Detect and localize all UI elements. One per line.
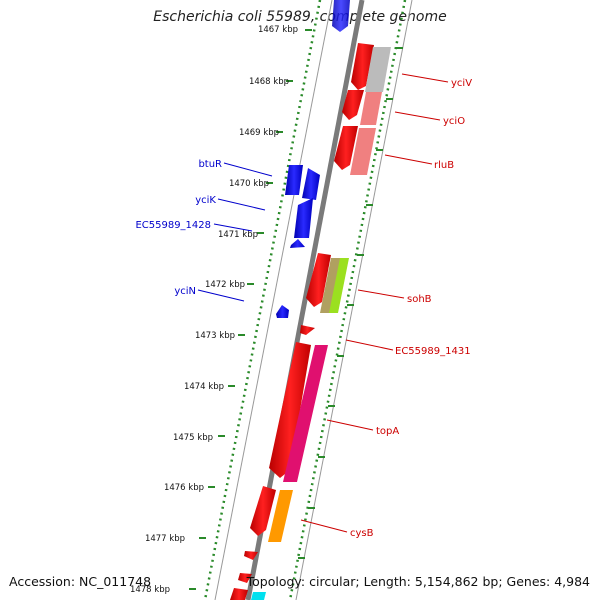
gene-label-rluB: rluB xyxy=(434,160,454,171)
gene-label-sohB: sohB xyxy=(407,294,432,305)
tick-label: 1473 kbp xyxy=(195,331,235,341)
tick-label: 1467 kbp xyxy=(258,25,298,35)
tick-label: 1475 kbp xyxy=(173,433,213,443)
gene-label-yciN: yciN xyxy=(174,286,196,297)
inner-guide-line xyxy=(214,0,333,600)
gene-label-EC55989_1431: EC55989_1431 xyxy=(395,346,471,357)
tick-label: 1468 kbp xyxy=(249,77,289,87)
tick-label: 1478 kbp xyxy=(130,585,170,595)
gene-label-topA: topA xyxy=(376,426,399,437)
forward-genes xyxy=(230,43,374,600)
outer-tick-marks xyxy=(298,47,403,559)
tick-label: 1477 kbp xyxy=(145,534,185,544)
accession-text: Accession: NC_011748 xyxy=(9,574,152,589)
topology-text: Topology: circular; Length: 5,154,862 bp… xyxy=(246,574,590,589)
left-leader-lines xyxy=(197,162,273,302)
reverse-genes xyxy=(276,0,350,318)
tick-label: 1474 kbp xyxy=(184,382,224,392)
tick-label: 1476 kbp xyxy=(164,483,204,493)
tick-label: 1471 kbp xyxy=(218,230,258,240)
gene-label-yciK: yciK xyxy=(195,195,216,206)
gene-label-yciO: yciO xyxy=(443,116,465,127)
right-leader-lines xyxy=(300,73,449,533)
tick-label: 1469 kbp xyxy=(239,128,279,138)
gene-label-EC55989_1428: EC55989_1428 xyxy=(135,220,211,231)
cds-bars xyxy=(251,47,391,600)
gene-label-yciV: yciV xyxy=(451,78,472,89)
gene-label-btuR: btuR xyxy=(198,159,222,170)
tick-label: 1472 kbp xyxy=(205,280,245,290)
gene-label-cysB: cysB xyxy=(350,528,374,539)
tick-marks: 1467 kbp 1468 kbp 1469 kbp 1470 kbp 1471… xyxy=(130,25,312,595)
tick-label: 1470 kbp xyxy=(229,179,269,189)
map-title: Escherichia coli 55989, complete genome xyxy=(153,9,447,25)
